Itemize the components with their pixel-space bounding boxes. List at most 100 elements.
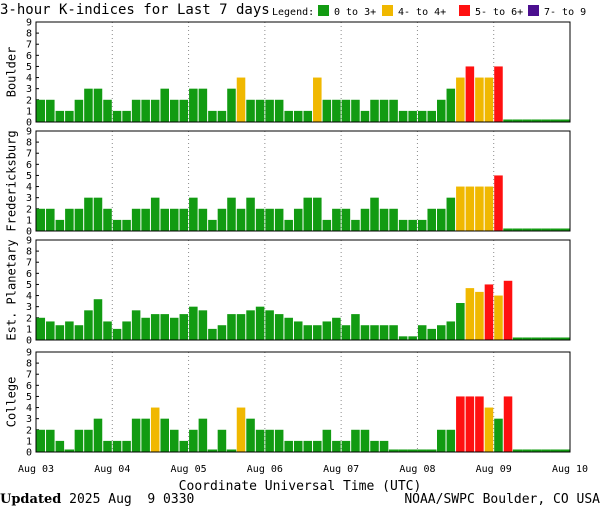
k-index-bar: [226, 449, 237, 452]
y-tick-label: 9: [26, 18, 32, 29]
k-index-bar: [332, 317, 341, 340]
k-index-bar: [427, 110, 436, 122]
y-tick-label: 0: [26, 227, 32, 238]
k-index-bar: [103, 99, 112, 122]
k-index-bar: [522, 337, 532, 340]
k-index-bar: [389, 325, 398, 340]
y-tick-label: 2: [26, 95, 32, 106]
k-index-bar: [265, 99, 274, 122]
k-index-bar: [274, 208, 284, 231]
k-index-bar: [65, 110, 74, 122]
k-index-bar: [465, 66, 475, 122]
k-index-bar: [112, 110, 122, 122]
k-index-bar: [550, 119, 561, 122]
k-index-bar: [389, 208, 398, 231]
k-index-bar: [550, 449, 561, 452]
k-index-bar: [494, 418, 503, 452]
y-tick-label: 6: [26, 160, 32, 171]
k-index-bar: [379, 99, 389, 122]
k-index-bar: [494, 66, 503, 122]
legend-label: Legend:: [272, 7, 314, 18]
y-tick-label: 0: [26, 448, 32, 459]
k-index-bar: [160, 208, 169, 231]
k-index-bar: [84, 88, 93, 122]
k-index-bar: [475, 186, 484, 231]
legend-swatch: [382, 5, 393, 16]
k-index-bar: [55, 440, 65, 452]
k-index-bar: [427, 328, 436, 340]
y-tick-label: 3: [26, 302, 32, 313]
legend-entry: 4- to 4+: [398, 7, 446, 18]
k-index-bar: [227, 314, 236, 340]
k-index-bar: [332, 440, 341, 452]
y-tick-label: 1: [26, 215, 32, 226]
k-index-bar: [208, 328, 217, 340]
k-index-bar: [332, 208, 341, 231]
y-tick-label: 8: [26, 247, 32, 258]
y-tick-label: 5: [26, 280, 32, 291]
k-index-bar: [522, 119, 532, 122]
legend-swatch: [528, 5, 539, 16]
k-index-bar: [36, 99, 46, 122]
legend: 0 to 3+ 4- to 4+ 5- to 6+ 7- to 9: [318, 5, 586, 18]
k-index-bar: [370, 325, 379, 340]
panel-frame: [35, 351, 571, 453]
k-index-bar: [236, 77, 246, 122]
k-index-bar: [351, 429, 360, 452]
k-index-bar: [303, 325, 313, 340]
k-index-bar: [236, 208, 246, 231]
k-index-bar: [103, 440, 112, 452]
k-index-bar: [112, 328, 122, 340]
legend-swatch: [318, 5, 329, 16]
k-index-bar: [255, 306, 265, 340]
k-index-bar: [179, 440, 189, 452]
x-tick-label: Aug 08: [399, 464, 435, 475]
k-index-bar: [217, 325, 227, 340]
x-axis-title: Coordinate Universal Time (UTC): [179, 479, 422, 494]
chart-title: 3-hour K-indices for Last 7 days: [0, 2, 270, 18]
legend-entry: 0 to 3+: [334, 7, 376, 18]
k-index-bar: [484, 407, 494, 452]
y-tick-label: 8: [26, 359, 32, 370]
y-tick-label: 7: [26, 258, 32, 269]
k-index-bar: [36, 208, 46, 231]
k-index-bar: [313, 197, 322, 231]
k-index-bar: [36, 317, 46, 340]
k-index-bar: [560, 119, 570, 122]
k-index-bar: [417, 110, 427, 122]
k-index-bar: [284, 110, 293, 122]
k-index-bar: [398, 449, 408, 452]
k-index-bar: [313, 440, 322, 452]
footer-updated: Updated 2025 Aug 9 0330: [0, 492, 194, 507]
k-index-bar: [189, 88, 198, 122]
k-index-bar: [46, 99, 55, 122]
k-index-bar: [475, 77, 484, 122]
k-index-bar: [274, 99, 284, 122]
y-tick-label: 1: [26, 436, 32, 447]
station-label: Fredericksburg: [5, 130, 19, 231]
y-tick-label: 5: [26, 171, 32, 182]
k-index-bar: [189, 197, 198, 231]
k-index-bar: [341, 99, 351, 122]
k-index-bar: [74, 325, 84, 340]
k-index-bar: [74, 429, 84, 452]
y-tick-label: 6: [26, 269, 32, 280]
k-index-bar: [475, 291, 484, 340]
k-index-bar: [141, 418, 150, 452]
k-index-bar: [122, 219, 131, 231]
k-index-bar: [494, 295, 503, 340]
k-index-bar: [122, 321, 131, 340]
k-index-bar: [112, 440, 122, 452]
k-index-bar: [64, 449, 75, 452]
x-tick-label: Aug 09: [476, 464, 512, 475]
k-index-bar: [160, 88, 169, 122]
k-index-bar: [46, 429, 55, 452]
k-index-bar: [522, 228, 532, 231]
y-tick-label: 9: [26, 236, 32, 247]
k-index-bar: [227, 197, 236, 231]
k-index-bar: [284, 440, 293, 452]
k-index-bar: [341, 440, 351, 452]
k-index-bar: [446, 429, 456, 452]
k-index-bar: [408, 219, 417, 231]
